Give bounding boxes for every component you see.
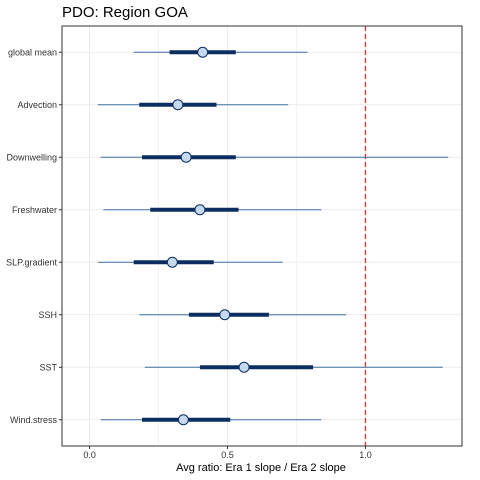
y-tick-label: SLP.gradient (6, 257, 57, 267)
x-axis-title: Avg ratio: Era 1 slope / Era 2 slope (176, 462, 346, 474)
median-point (172, 99, 184, 111)
plot-panel (61, 25, 463, 447)
x-tick-label: 0.5 (221, 450, 234, 460)
y-axis: global mean Advection Downwelling Freshwate… (6, 47, 62, 425)
y-tick-label: Wind.stress (10, 415, 58, 425)
grid (62, 26, 462, 446)
median-point (219, 309, 231, 321)
x-tick-label: 1.0 (359, 450, 372, 460)
y-tick-label: Freshwater (12, 205, 57, 215)
y-tick-label: Downwelling (6, 152, 57, 162)
x-axis: 0.0 0.5 1.0 (83, 446, 372, 460)
y-tick-label: global mean (8, 47, 57, 57)
median-point (194, 204, 206, 216)
median-point (177, 414, 189, 426)
median-point (197, 46, 209, 58)
y-tick-label: SST (39, 362, 57, 372)
chart-title: PDO: Region GOA (62, 4, 188, 21)
x-tick-label: 0.0 (83, 450, 96, 460)
median-point (180, 151, 192, 163)
median-point (166, 256, 178, 268)
y-tick-label: Advection (17, 100, 57, 110)
median-point (238, 361, 250, 373)
y-tick-label: SSH (38, 310, 57, 320)
interval-marks (97, 46, 449, 426)
